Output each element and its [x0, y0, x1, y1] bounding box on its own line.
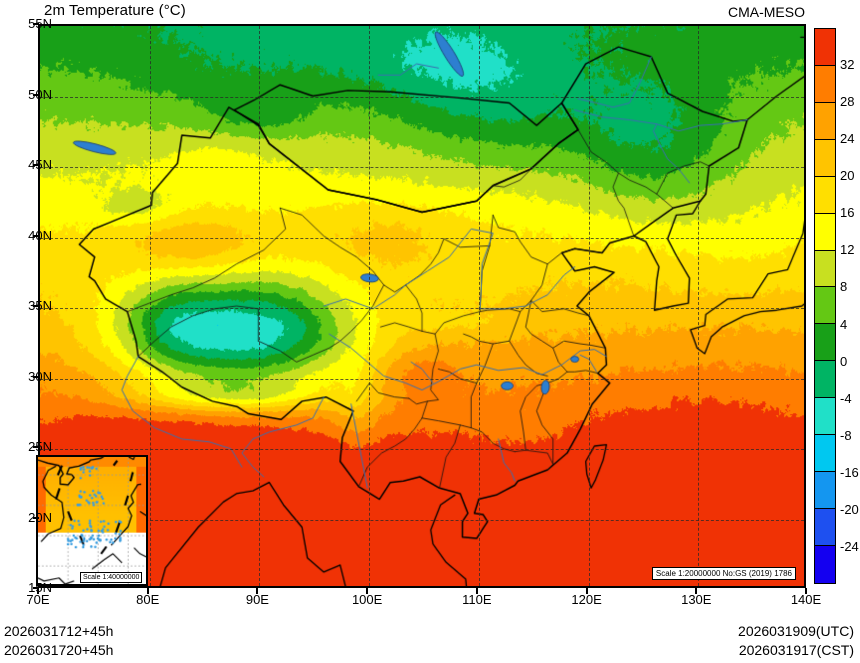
- x-tick-mark: [37, 588, 39, 594]
- valid-time-cst: 2026031917(CST): [738, 641, 854, 660]
- x-tick-mark: [256, 588, 258, 594]
- colorbar-tick-label: 28: [840, 94, 854, 109]
- x-tick-label: 90E: [227, 592, 287, 607]
- valid-time-utc: 2026031909(UTC): [738, 622, 854, 641]
- map-plot-area[interactable]: Scale 1:20000000 No:GS (2019) 1786: [38, 24, 806, 588]
- graticule-meridian: [479, 26, 480, 586]
- colorbar-tick-label: -8: [840, 428, 852, 443]
- colorbar[interactable]: [814, 28, 836, 584]
- x-tick-mark: [805, 588, 807, 594]
- temperature-field: [40, 26, 804, 586]
- graticule-parallel: [40, 308, 804, 309]
- x-tick-mark: [476, 588, 478, 594]
- colorbar-tick-label: 12: [840, 242, 854, 257]
- colorbar-segment: [815, 214, 835, 251]
- graticule-parallel: [40, 97, 804, 98]
- y-tick-mark: [33, 305, 39, 307]
- colorbar-tick-label: 4: [840, 317, 847, 332]
- colorbar-segment: [815, 546, 835, 583]
- graticule-meridian: [589, 26, 590, 586]
- graticule-parallel: [40, 520, 804, 521]
- map-scale-label: Scale 1:20000000 No:GS (2019) 1786: [652, 567, 796, 580]
- colorbar-tick-label: -20: [840, 502, 859, 517]
- graticule-parallel: [40, 167, 804, 168]
- model-label: CMA-MESO: [728, 4, 805, 20]
- y-tick-mark: [33, 235, 39, 237]
- page-title: 2m Temperature (°C): [44, 2, 186, 19]
- graticule-meridian: [369, 26, 370, 586]
- y-tick-mark: [33, 446, 39, 448]
- x-tick-label: 100E: [337, 592, 397, 607]
- colorbar-segment: [815, 509, 835, 546]
- footer-left: 2026031712+45h 2026031720+45h: [4, 622, 113, 660]
- colorbar-segment: [815, 251, 835, 288]
- colorbar-tick-label: -4: [840, 391, 852, 406]
- x-tick-label: 80E: [118, 592, 178, 607]
- colorbar-segment: [815, 472, 835, 509]
- colorbar-tick-label: -24: [840, 539, 859, 554]
- inset-scale-label: Scale 1:40000000: [80, 572, 142, 583]
- colorbar-segment: [815, 103, 835, 140]
- colorbar-tick-label: -16: [840, 465, 859, 480]
- colorbar-segment: [815, 361, 835, 398]
- colorbar-tick-label: 24: [840, 131, 854, 146]
- x-tick-mark: [695, 588, 697, 594]
- colorbar-segment: [815, 398, 835, 435]
- y-tick-mark: [33, 376, 39, 378]
- graticule-parallel: [40, 449, 804, 450]
- graticule-meridian: [150, 26, 151, 586]
- graticule-meridian: [698, 26, 699, 586]
- south-china-sea-inset[interactable]: Scale 1:40000000: [36, 455, 148, 586]
- colorbar-segment: [815, 287, 835, 324]
- x-tick-mark: [586, 588, 588, 594]
- colorbar-segment: [815, 324, 835, 361]
- colorbar-tick-label: 20: [840, 168, 854, 183]
- x-tick-label: 70E: [8, 592, 68, 607]
- x-tick-mark: [366, 588, 368, 594]
- colorbar-tick-label: 0: [840, 354, 847, 369]
- y-tick-mark: [33, 23, 39, 25]
- colorbar-tick-label: 16: [840, 205, 854, 220]
- y-tick-mark: [33, 94, 39, 96]
- footer-right: 2026031909(UTC) 2026031917(CST): [738, 622, 854, 660]
- colorbar-segment: [815, 177, 835, 214]
- x-tick-label: 140E: [776, 592, 836, 607]
- x-tick-label: 110E: [447, 592, 507, 607]
- graticule-parallel: [40, 238, 804, 239]
- y-tick-mark: [33, 164, 39, 166]
- init-time-cst: 2026031720+45h: [4, 641, 113, 660]
- colorbar-segment: [815, 435, 835, 472]
- y-tick-mark: [33, 517, 39, 519]
- colorbar-segment: [815, 140, 835, 177]
- x-tick-label: 120E: [557, 592, 617, 607]
- colorbar-segment: [815, 29, 835, 66]
- colorbar-segment: [815, 66, 835, 103]
- init-time-utc: 2026031712+45h: [4, 622, 113, 641]
- graticule-meridian: [259, 26, 260, 586]
- x-tick-label: 130E: [666, 592, 726, 607]
- colorbar-tick-label: 8: [840, 279, 847, 294]
- graticule-parallel: [40, 379, 804, 380]
- colorbar-tick-label: 32: [840, 57, 854, 72]
- x-tick-mark: [147, 588, 149, 594]
